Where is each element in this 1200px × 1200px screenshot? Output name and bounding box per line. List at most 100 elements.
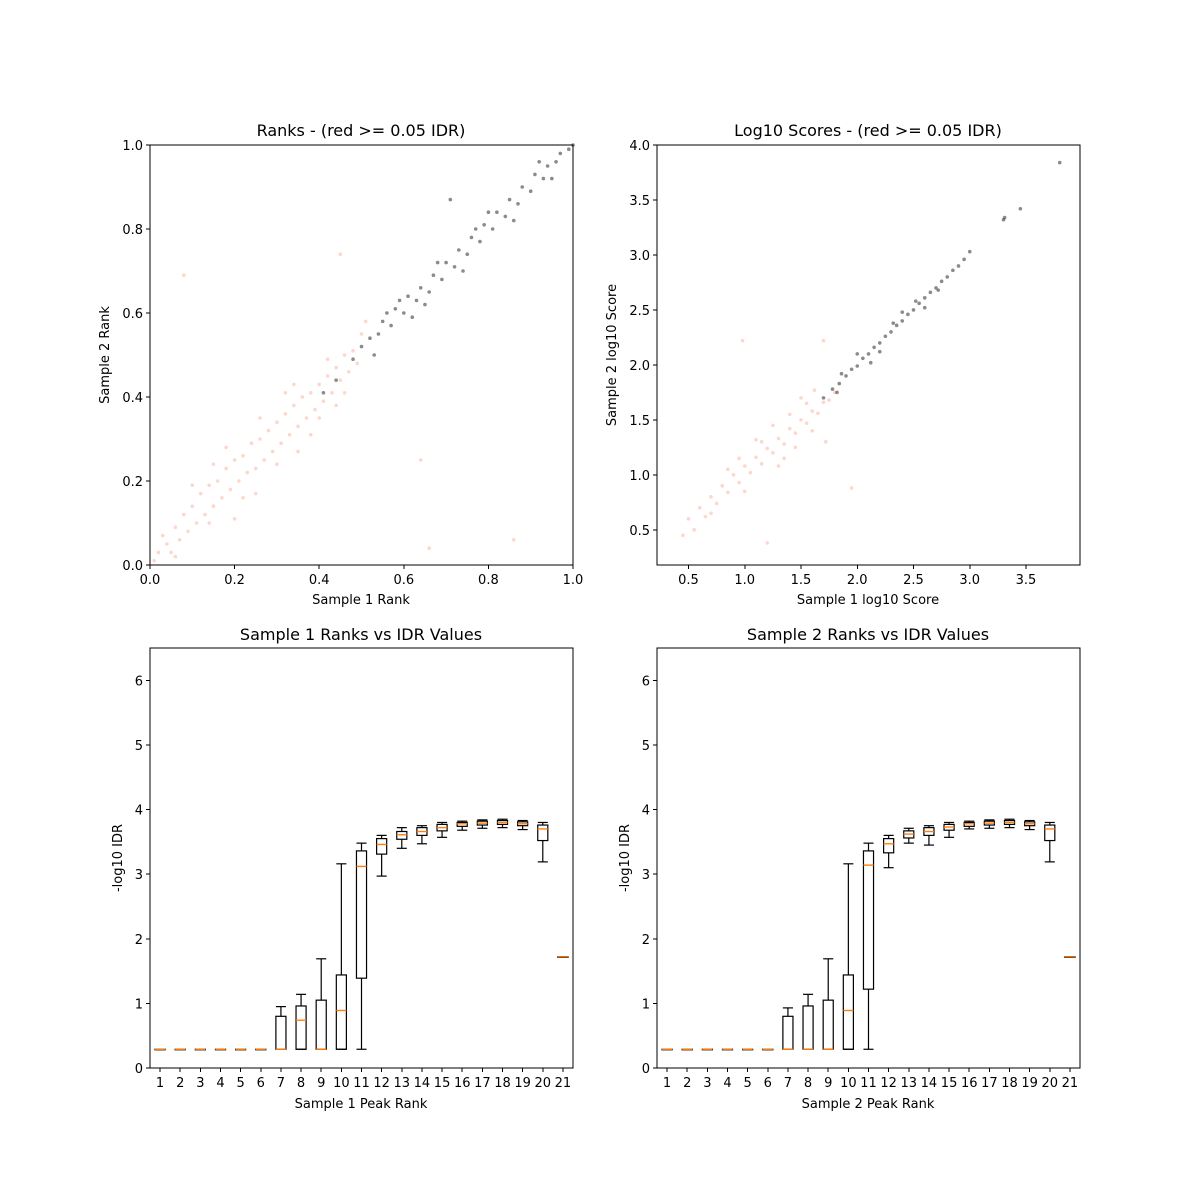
y-ticks: 0.5 1.0 1.5 2.0 2.5 3.0 3.5 4.0 [629, 139, 657, 539]
data-point [198, 491, 203, 496]
data-point [334, 403, 338, 408]
y-tick-label: 1.5 [629, 414, 650, 429]
y-tick-label: 5 [135, 739, 143, 754]
data-point [511, 218, 516, 223]
data-point [427, 290, 431, 294]
data-point [922, 305, 927, 310]
data-point [241, 496, 245, 500]
x-ticks: 1 2 3 4 5 6 7 8 9 10 11 12 13 14 15 16 17 18 19 20 21 [663, 1068, 1078, 1091]
data-point [759, 462, 764, 466]
x-tick-label: 2.5 [903, 573, 924, 588]
data-point [804, 421, 809, 425]
data-point [787, 426, 792, 431]
data-point [194, 521, 199, 525]
box [295, 1005, 307, 1050]
x-ticks: 0.0 0.2 0.4 0.6 0.8 1.0 [140, 565, 583, 588]
data-point [160, 533, 165, 538]
data-point [334, 365, 338, 370]
x-axis-label: Sample 1 Peak Rank [295, 1097, 428, 1112]
data-point [313, 407, 317, 412]
data-point [799, 418, 803, 422]
data-point [821, 338, 826, 343]
data-point [1018, 206, 1023, 211]
data-point [839, 371, 844, 376]
data-point [771, 423, 775, 428]
data-point [765, 446, 770, 451]
x-tick-label: 21 [1062, 1076, 1079, 1091]
box [315, 999, 327, 1050]
y-tick-label: 4 [642, 804, 650, 819]
plot-area [152, 143, 575, 563]
plot-area [661, 818, 1076, 1051]
x-tick-label: 3 [703, 1076, 711, 1091]
x-tick-label: 4 [723, 1076, 731, 1091]
data-point [889, 330, 893, 334]
data-point [810, 409, 815, 413]
data-point [435, 260, 440, 265]
y-tick-label: 3.5 [629, 194, 650, 209]
data-point [868, 360, 873, 365]
data-point [877, 341, 882, 345]
data-point [697, 506, 702, 510]
data-point [253, 491, 258, 496]
y-tick-label: 1 [135, 997, 143, 1012]
x-tick-label: 0.5 [678, 573, 699, 588]
x-tick-label: 9 [824, 1076, 832, 1091]
x-tick-label: 7 [784, 1076, 792, 1091]
x-tick-label: 19 [1021, 1076, 1038, 1091]
data-point [342, 391, 347, 395]
data-point [397, 298, 402, 303]
y-tick-label: 2 [642, 933, 650, 948]
data-point [951, 268, 955, 273]
data-point [516, 202, 520, 206]
y-tick-label: 0.8 [122, 223, 143, 238]
box [275, 1015, 287, 1050]
data-point [911, 308, 916, 312]
x-tick-label: 4 [216, 1076, 224, 1091]
data-point [934, 286, 938, 290]
data-point [207, 483, 212, 488]
data-point [402, 311, 406, 315]
x-tick-label: 10 [840, 1076, 857, 1091]
x-tick-label: 0.8 [478, 573, 499, 588]
data-point [338, 378, 343, 383]
data-point [456, 248, 461, 252]
data-point [754, 455, 758, 460]
data-point [325, 374, 330, 378]
y-axis-label: -log10 IDR [618, 824, 633, 892]
data-point [406, 294, 410, 299]
x-tick-label: 10 [333, 1076, 350, 1091]
data-point [737, 456, 741, 461]
data-point [720, 484, 725, 488]
data-point [393, 307, 398, 311]
data-point [793, 431, 798, 435]
x-tick-label: 3 [196, 1076, 204, 1091]
x-tick-label: 2 [176, 1076, 184, 1091]
data-point [703, 514, 708, 519]
data-point [482, 223, 486, 227]
y-tick-label: 3 [135, 868, 143, 883]
y-tick-label: 2.5 [629, 304, 650, 319]
y-tick-label: 5 [642, 739, 650, 754]
data-point [237, 479, 241, 483]
data-point [258, 437, 262, 441]
x-tick-label: 14 [414, 1076, 431, 1091]
data-point [928, 290, 933, 295]
data-point [169, 550, 173, 555]
box [537, 824, 549, 842]
data-point [452, 265, 457, 269]
data-point [308, 391, 313, 395]
data-point [558, 151, 563, 156]
data-point [793, 445, 798, 450]
data-point [541, 176, 546, 181]
data-point [283, 412, 288, 416]
data-point [787, 412, 792, 417]
x-tick-label: 17 [474, 1076, 491, 1091]
x-tick-label: 1.0 [734, 573, 755, 588]
y-tick-label: 1.0 [122, 139, 143, 154]
data-point [507, 197, 512, 202]
data-point [410, 315, 415, 320]
data-point [342, 353, 347, 357]
box [335, 974, 347, 1050]
data-point [849, 367, 854, 372]
